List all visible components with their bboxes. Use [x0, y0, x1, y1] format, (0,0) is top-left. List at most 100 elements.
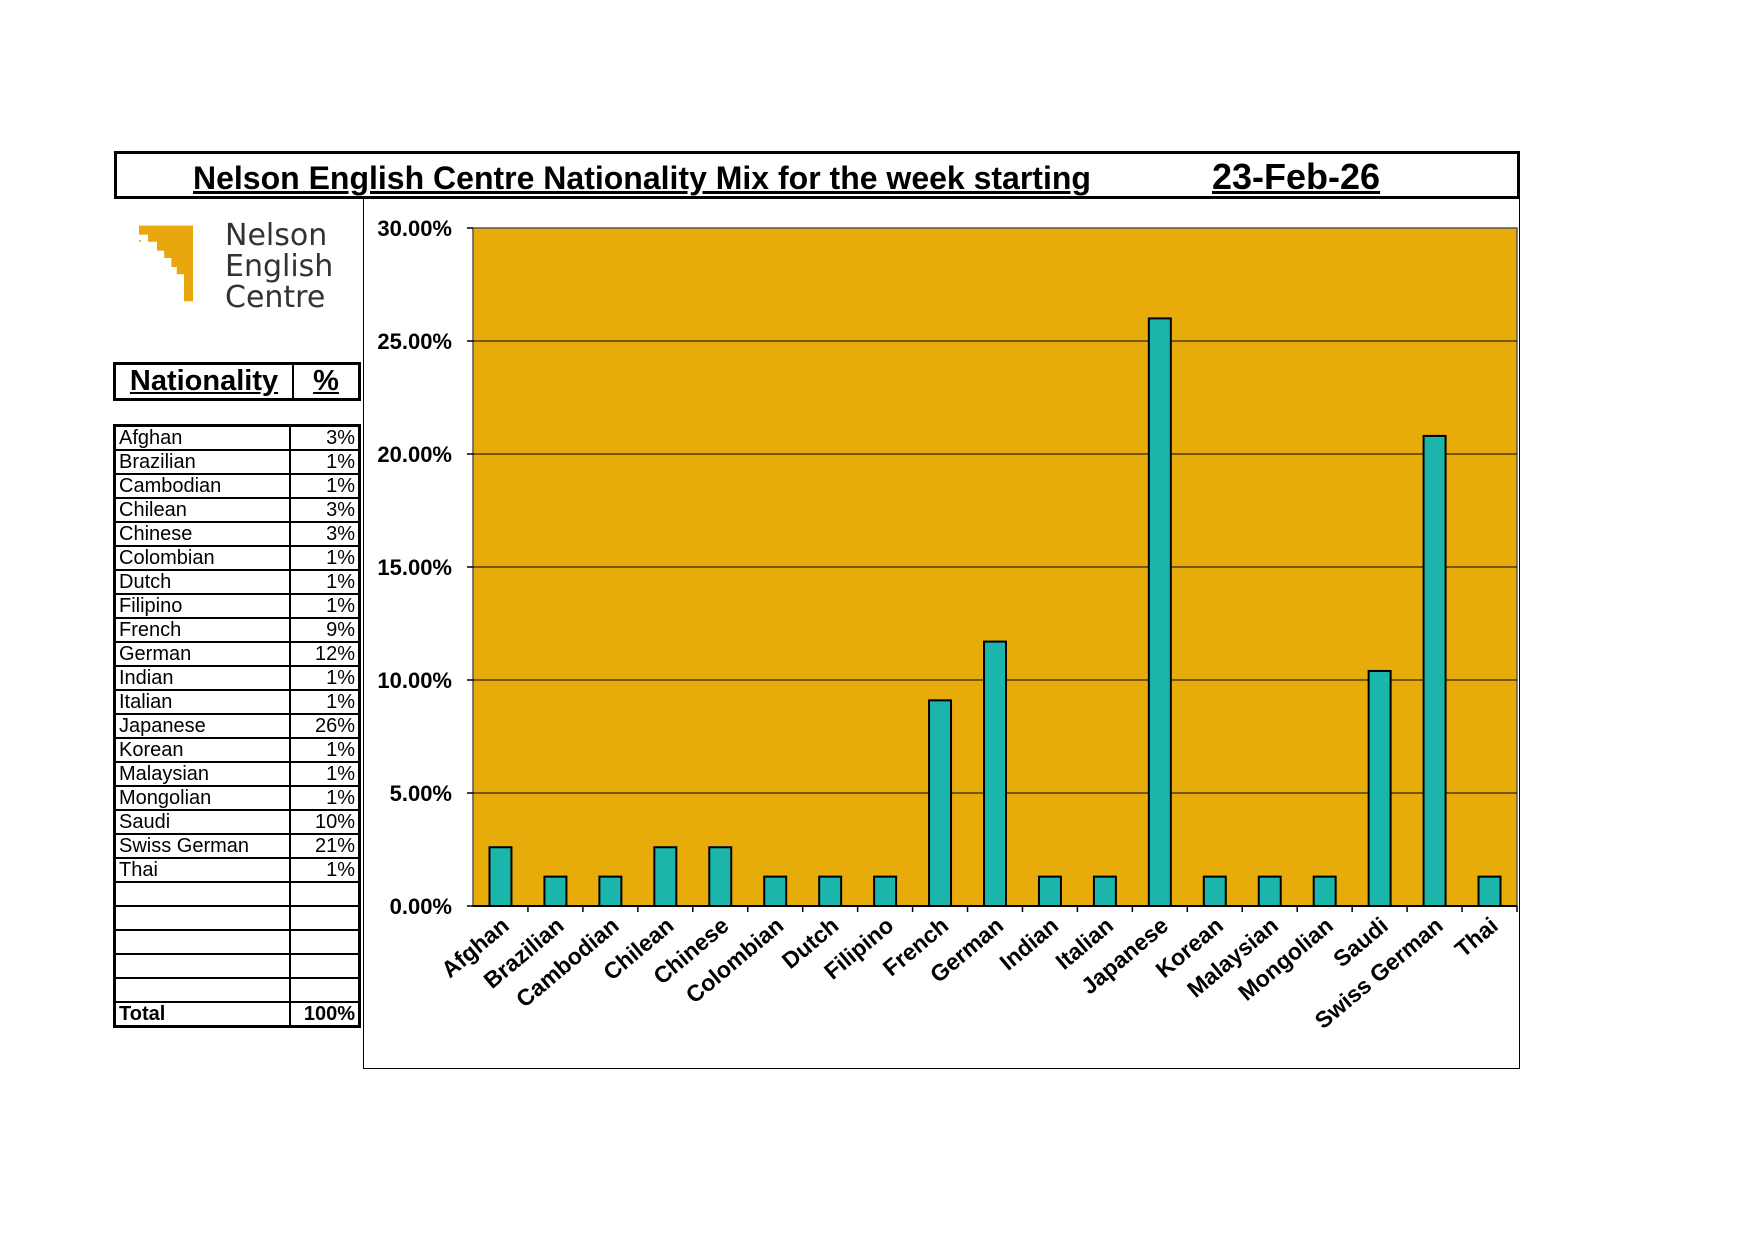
empty-row: [113, 905, 361, 931]
title-bar: Nelson English Centre Nationality Mix fo…: [114, 151, 1520, 199]
percent-cell: 3%: [288, 497, 361, 523]
nationality-cell: Saudi: [113, 809, 291, 835]
bar: [1367, 669, 1392, 908]
bar: [708, 846, 733, 907]
empty-cell: [113, 977, 291, 1003]
percent-cell: 3%: [288, 424, 361, 451]
empty-cell: [113, 881, 291, 907]
percent-cell: 12%: [288, 641, 361, 667]
table-row: Japanese 26%: [113, 713, 361, 739]
total-value: 100%: [288, 1001, 361, 1028]
empty-cell: [288, 977, 361, 1003]
percent-cell: 21%: [288, 833, 361, 859]
logo-line-1: Nelson: [225, 218, 328, 253]
table-header: Nationality %: [113, 362, 361, 401]
nationality-table: Afghan 3% Brazilian 1% Cambodian 1% Chilean 3% C…: [113, 424, 361, 1028]
x-tick-label: Thai: [1450, 912, 1503, 962]
nationality-cell: Italian: [113, 689, 291, 715]
nationality-cell: Indian: [113, 665, 291, 691]
empty-cell: [288, 929, 361, 955]
percent-cell: 1%: [288, 545, 361, 571]
table-row: French 9%: [113, 617, 361, 643]
page-title: Nelson English Centre Nationality Mix fo…: [193, 160, 1091, 196]
bar: [653, 846, 678, 907]
bar: [1422, 434, 1447, 907]
nationality-cell: German: [113, 641, 291, 667]
nationality-cell: Filipino: [113, 593, 291, 619]
table-row: Mongolian 1%: [113, 785, 361, 811]
percent-cell: 1%: [288, 665, 361, 691]
bar: [1257, 875, 1282, 907]
y-tick-label: 15.00%: [377, 555, 452, 580]
percent-cell: 10%: [288, 809, 361, 835]
total-label: Total: [113, 1001, 291, 1028]
table-row: Thai 1%: [113, 857, 361, 883]
empty-cell: [113, 953, 291, 979]
y-tick-label: 10.00%: [377, 668, 452, 693]
bar: [1312, 875, 1337, 907]
empty-cell: [288, 881, 361, 907]
bar: [1202, 875, 1227, 907]
percent-cell: 1%: [288, 569, 361, 595]
percent-cell: 1%: [288, 473, 361, 499]
nationality-cell: Thai: [113, 857, 291, 883]
empty-cell: [288, 905, 361, 931]
table-row: Afghan 3%: [113, 424, 361, 451]
nationality-cell: Mongolian: [113, 785, 291, 811]
table-row: Indian 1%: [113, 665, 361, 691]
logo-line-2: English: [225, 249, 334, 284]
bar: [1147, 317, 1172, 907]
percent-cell: 1%: [288, 761, 361, 787]
nationality-cell: Chinese: [113, 521, 291, 547]
percent-cell: 26%: [288, 713, 361, 739]
empty-row: [113, 881, 361, 907]
y-tick-label: 25.00%: [377, 329, 452, 354]
nationality-cell: Dutch: [113, 569, 291, 595]
logo-text: Nelson English Centre: [225, 220, 333, 313]
nationality-cell: Malaysian: [113, 761, 291, 787]
percent-header: %: [313, 365, 339, 397]
table-row: Swiss German 21%: [113, 833, 361, 859]
percent-cell: 1%: [288, 785, 361, 811]
bar: [543, 875, 568, 907]
table-row: German 12%: [113, 641, 361, 667]
empty-row: [113, 977, 361, 1003]
table-row: Dutch 1%: [113, 569, 361, 595]
bar: [598, 875, 623, 907]
percent-cell: 1%: [288, 449, 361, 475]
table-row: Chinese 3%: [113, 521, 361, 547]
percent-cell: 1%: [288, 857, 361, 883]
nationality-header: Nationality: [116, 365, 294, 398]
empty-row: [113, 953, 361, 979]
nationality-cell: French: [113, 617, 291, 643]
nationality-cell: Japanese: [113, 713, 291, 739]
chart-frame: [363, 198, 1520, 1069]
bar: [1037, 875, 1062, 907]
bar: [818, 875, 843, 907]
total-row: Total 100%: [113, 1001, 361, 1028]
nationality-cell: Swiss German: [113, 833, 291, 859]
table-row: Chilean 3%: [113, 497, 361, 523]
table-row: Italian 1%: [113, 689, 361, 715]
bar: [983, 640, 1007, 908]
bar: [1477, 875, 1502, 907]
nationality-cell: Afghan: [113, 424, 291, 451]
y-tick-label: 5.00%: [390, 781, 452, 806]
table-row: Cambodian 1%: [113, 473, 361, 499]
y-tick-label: 0.00%: [390, 894, 452, 919]
logo-icon: [121, 225, 193, 302]
nationality-cell: Colombian: [113, 545, 291, 571]
percent-cell: 1%: [288, 593, 361, 619]
bar: [873, 875, 898, 907]
nationality-cell: Brazilian: [113, 449, 291, 475]
week-date: 23-Feb-26: [1212, 156, 1381, 197]
bar: [488, 846, 513, 907]
table-row: Saudi 10%: [113, 809, 361, 835]
percent-cell: 9%: [288, 617, 361, 643]
percent-cell: 1%: [288, 689, 361, 715]
table-row: Colombian 1%: [113, 545, 361, 571]
percent-cell: 3%: [288, 521, 361, 547]
table-row: Malaysian 1%: [113, 761, 361, 787]
empty-cell: [288, 953, 361, 979]
